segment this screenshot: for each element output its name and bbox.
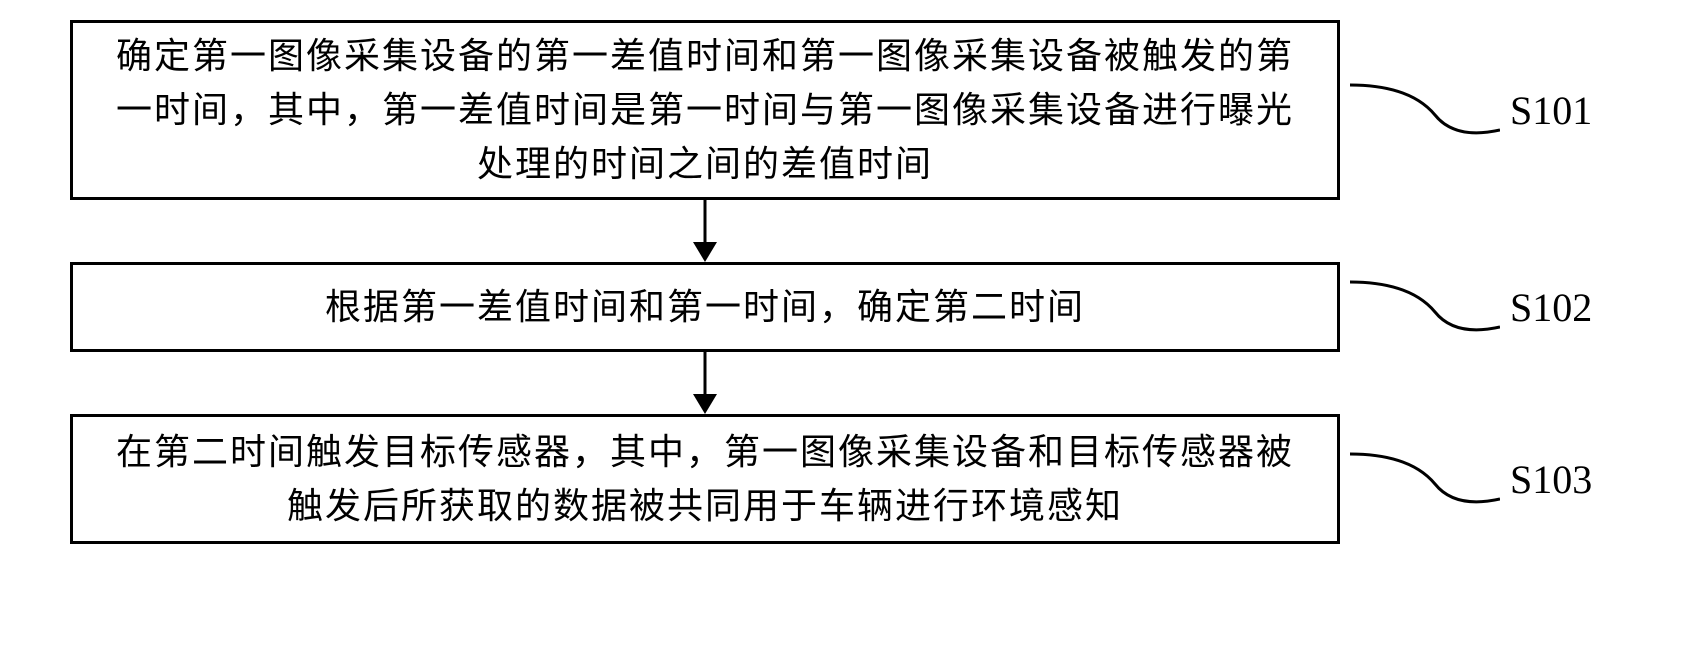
step-label-3: S103	[1510, 456, 1592, 503]
step-label-1: S101	[1510, 87, 1592, 134]
label-container-1: S101	[1350, 20, 1630, 200]
arrow-down-icon	[685, 352, 725, 414]
arrow-down-icon	[685, 200, 725, 262]
step-label-2: S102	[1510, 284, 1592, 331]
step-text-2: 根据第一差值时间和第一时间，确定第二时间	[325, 280, 1085, 334]
connector-curve-icon	[1350, 444, 1500, 514]
connector-curve-icon	[1350, 75, 1500, 145]
step-text-1: 确定第一图像采集设备的第一差值时间和第一图像采集设备被触发的第一时间，其中，第一…	[103, 29, 1307, 191]
step-wrapper-1: 确定第一图像采集设备的第一差值时间和第一图像采集设备被触发的第一时间，其中，第一…	[70, 20, 1636, 200]
step-box-1: 确定第一图像采集设备的第一差值时间和第一图像采集设备被触发的第一时间，其中，第一…	[70, 20, 1340, 200]
step-text-3: 在第二时间触发目标传感器，其中，第一图像采集设备和目标传感器被触发后所获取的数据…	[103, 425, 1307, 533]
label-container-3: S103	[1350, 414, 1630, 544]
step-box-3: 在第二时间触发目标传感器，其中，第一图像采集设备和目标传感器被触发后所获取的数据…	[70, 414, 1340, 544]
arrow-container-1	[70, 200, 1340, 262]
arrow-container-2	[70, 352, 1340, 414]
step-wrapper-3: 在第二时间触发目标传感器，其中，第一图像采集设备和目标传感器被触发后所获取的数据…	[70, 414, 1636, 544]
step-box-2: 根据第一差值时间和第一时间，确定第二时间	[70, 262, 1340, 352]
flowchart-container: 确定第一图像采集设备的第一差值时间和第一图像采集设备被触发的第一时间，其中，第一…	[70, 20, 1636, 544]
step-wrapper-2: 根据第一差值时间和第一时间，确定第二时间 S102	[70, 262, 1636, 352]
label-container-2: S102	[1350, 262, 1630, 352]
connector-curve-icon	[1350, 272, 1500, 342]
